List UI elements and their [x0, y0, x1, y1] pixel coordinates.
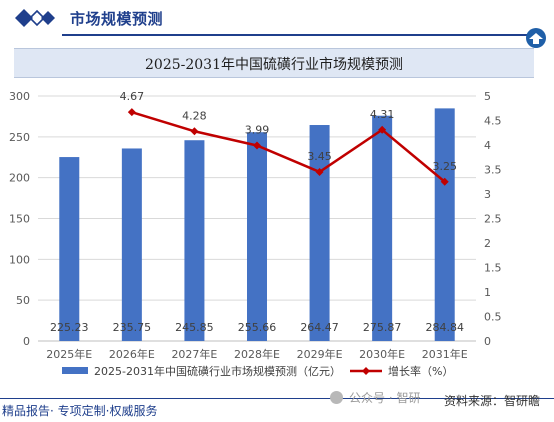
page-title: 市场规模预测 [70, 10, 164, 28]
line-point [253, 141, 261, 150]
y2-tick-label: 0.5 [484, 311, 502, 324]
y2-tick-label: 2.5 [484, 213, 502, 226]
wechat-icon [330, 391, 343, 404]
chart: 0 50 100 150 200 250 300 0 0.5 1 1.5 2 2.5 3 3.5 4 4.5 5 2… [9, 90, 502, 378]
y2-tick-label: 3 [484, 188, 491, 201]
bar [184, 140, 205, 341]
legend-bar-swatch [62, 367, 88, 374]
x-tick-label: 2025年E [46, 347, 92, 361]
x-tick-label: 2029年E [297, 347, 343, 361]
bar-data-label: 284.84 [425, 321, 464, 334]
footer-tagline: 精品报告· 专项定制·权威服务 [2, 404, 158, 418]
y2-tick-label: 4.5 [484, 115, 502, 128]
bar [59, 157, 80, 341]
growth-line [131, 110, 446, 183]
line-data-label: 4.28 [182, 109, 207, 122]
y2-tick-label: 4 [484, 139, 491, 152]
y-tick-label: 150 [9, 213, 30, 226]
x-tick-label: 2028年E [234, 347, 280, 361]
y-tick-label: 200 [9, 172, 30, 185]
y-tick-label: 300 [9, 90, 30, 103]
line-data-label: 4.31 [370, 108, 395, 121]
y2-tick-label: 2 [484, 237, 491, 250]
header-divider [62, 34, 530, 36]
y2-tick-label: 0 [484, 335, 491, 348]
watermark: 公众号 · 智研 [330, 389, 420, 406]
footer-divider [0, 398, 554, 399]
bar-data-label: 235.75 [113, 321, 152, 334]
legend-bar-label: 2025-2031年中国硫磺行业市场规模预测（亿元） [94, 364, 341, 378]
y-tick-label: 100 [9, 253, 30, 266]
line-data-label: 3.45 [307, 150, 332, 163]
line-point [378, 125, 387, 134]
y-tick-label: 250 [9, 131, 30, 144]
x-tick-label: 2030年E [359, 347, 405, 361]
chart-title: 2025-2031年中国硫磺行业市场规模预测 [145, 57, 403, 73]
bar-data-label: 255.66 [238, 321, 277, 334]
bar-data-label: 245.85 [175, 321, 214, 334]
emblem-icon [526, 28, 546, 48]
bar [309, 125, 330, 341]
source-note: 资料来源：智研瞻 [444, 394, 541, 408]
y2-tick-label: 5 [484, 90, 491, 103]
y-tick-label: 0 [23, 335, 30, 348]
watermark-text: 公众号 · 智研 [349, 391, 421, 405]
line-data-label: 4.67 [120, 90, 145, 103]
diamond-logo-icon [15, 9, 55, 27]
y2-tick-label: 1.5 [484, 262, 502, 275]
chart-title-band: 2025-2031年中国硫磺行业市场规模预测 [14, 48, 534, 78]
bar [121, 148, 142, 341]
header: 市场规模预测 [0, 0, 554, 48]
line-point [190, 127, 199, 136]
line-data-label: 3.25 [432, 160, 457, 173]
legend-line-label: 增长率（%） [388, 364, 453, 378]
bar-data-label: 275.87 [363, 321, 402, 334]
line-point [440, 177, 449, 186]
bar [372, 115, 393, 341]
bar-data-label: 225.23 [50, 321, 89, 334]
line-data-label: 3.99 [245, 123, 270, 136]
line-point [315, 167, 324, 176]
legend-line-marker [362, 367, 370, 375]
bar [247, 132, 267, 341]
bar [434, 108, 455, 341]
bar-data-label: 264.47 [300, 321, 339, 334]
y2-tick-label: 1 [484, 286, 491, 299]
line-point [127, 108, 136, 117]
x-tick-label: 2027年E [171, 347, 217, 361]
x-tick-label: 2031年E [422, 347, 468, 361]
x-tick-label: 2026年E [109, 347, 155, 361]
y-tick-label: 50 [16, 294, 30, 307]
y2-tick-label: 3.5 [484, 164, 502, 177]
